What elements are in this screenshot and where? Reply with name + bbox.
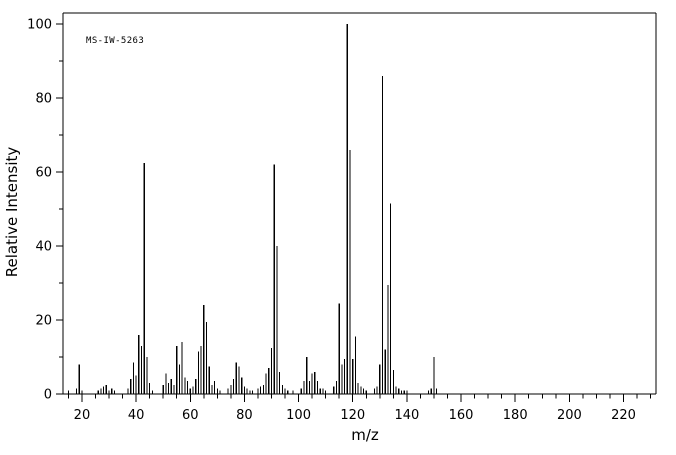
x-tick-label: 40: [128, 408, 145, 423]
y-tick-label: 60: [35, 166, 52, 181]
y-axis-ticks: [56, 23, 63, 395]
x-tick-label: 180: [503, 408, 528, 423]
sample-annotation: MS-IW-5263: [86, 36, 144, 46]
x-axis-title: m/z: [351, 426, 379, 444]
y-tick-label: 40: [35, 240, 52, 255]
x-tick-label: 160: [449, 408, 474, 423]
y-tick-label: 20: [35, 314, 52, 329]
x-axis-ticks: [67, 394, 652, 402]
x-axis-tick-labels: 20 40 60 80 100 120 140 160 180 200 220: [74, 408, 636, 423]
x-tick-label: 80: [236, 408, 253, 423]
y-tick-label: 100: [27, 18, 52, 33]
y-tick-label: 80: [35, 92, 52, 107]
x-tick-label: 220: [611, 408, 636, 423]
x-tick-label: 20: [74, 408, 91, 423]
x-tick-label: 60: [182, 408, 199, 423]
x-tick-label: 200: [557, 408, 582, 423]
x-tick-label: 140: [394, 408, 419, 423]
y-tick-label: 0: [44, 388, 52, 403]
peak-series: [67, 24, 438, 394]
plot-frame: [62, 12, 657, 395]
x-tick-label: 100: [286, 408, 311, 423]
x-tick-label: 120: [340, 408, 365, 423]
y-axis-title: Relative Intensity: [3, 147, 21, 278]
y-axis-tick-labels: 0 20 40 60 80 100: [27, 18, 52, 403]
